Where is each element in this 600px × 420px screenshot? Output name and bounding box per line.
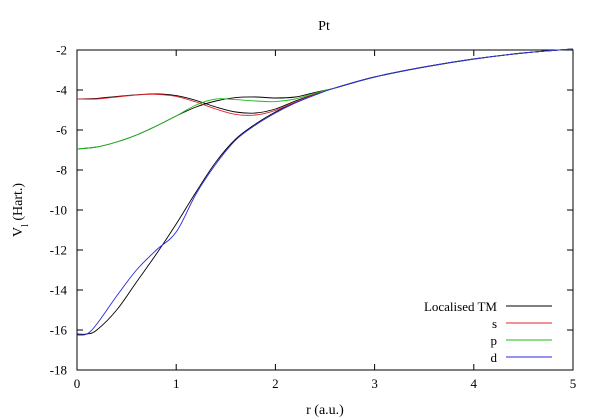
x-axis-label: r (a.u.) (306, 403, 344, 418)
x-tick-label: 2 (272, 376, 279, 391)
legend-label-localised-tm: Localised TM (424, 299, 497, 314)
series-line-p (76, 48, 574, 150)
y-tick-label: -4 (56, 83, 67, 98)
x-tick-label: 1 (173, 376, 180, 391)
y-axis-label-main: V (11, 227, 26, 237)
y-tick-label: -18 (50, 363, 67, 378)
axis-ticks: 0 1 2 3 4 5 -18 -16 -14 -12 -10 -8 -6 -4 -2 (50, 43, 577, 392)
y-axis-label-subscript: l (20, 224, 31, 227)
series-line-localised-tm (76, 48, 574, 114)
y-tick-label: -14 (50, 283, 68, 298)
series-line-d (76, 48, 574, 336)
legend-label-d: d (491, 350, 498, 365)
y-tick-label: -16 (50, 323, 68, 338)
series-line-s (76, 48, 574, 116)
y-tick-label: -2 (56, 43, 67, 58)
x-tick-label: 3 (371, 376, 378, 391)
series-line-tm-d (76, 48, 574, 335)
y-tick-label: -8 (56, 163, 67, 178)
y-tick-label: -6 (56, 123, 67, 138)
series-layer (76, 48, 574, 336)
y-tick-label: -10 (50, 203, 67, 218)
y-axis-label: Vl (Hart.) (11, 183, 31, 237)
plot-area (76, 49, 574, 371)
x-tick-label: 4 (471, 376, 478, 391)
legend: Localised TM spd (424, 299, 552, 365)
legend-label-p: p (491, 333, 498, 348)
chart-title: Pt (318, 19, 330, 34)
y-tick-label: -12 (50, 243, 67, 258)
x-tick-label: 5 (570, 376, 577, 391)
series-line-tm-p (76, 48, 574, 150)
legend-label-s: s (492, 316, 497, 331)
x-tick-label: 0 (74, 376, 81, 391)
y-axis-label-unit: (Hart.) (11, 183, 26, 225)
